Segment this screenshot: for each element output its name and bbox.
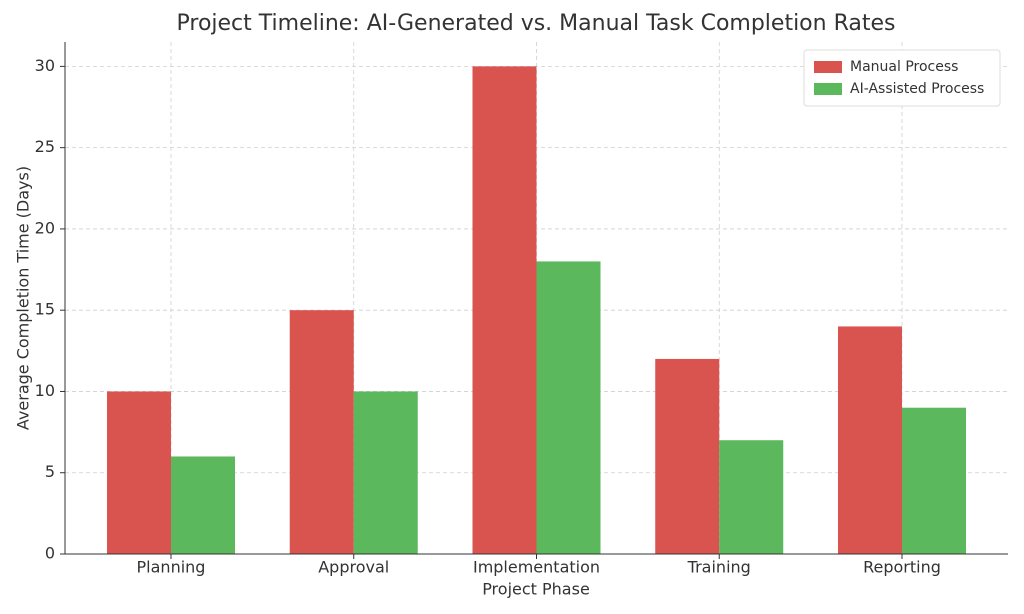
y-tick-label: 10 bbox=[35, 381, 55, 400]
chart-title: Project Timeline: AI-Generated vs. Manua… bbox=[177, 11, 896, 36]
y-tick-label: 5 bbox=[45, 462, 55, 481]
bar bbox=[837, 326, 902, 554]
y-tick-label: 25 bbox=[35, 137, 55, 156]
legend-swatch bbox=[814, 61, 842, 73]
bar bbox=[170, 456, 235, 554]
legend-box bbox=[803, 49, 1001, 107]
y-axis-label: Average Completion Time (Days) bbox=[14, 166, 33, 430]
bar bbox=[719, 440, 784, 554]
y-tick-label: 30 bbox=[35, 56, 55, 75]
bar bbox=[289, 310, 354, 554]
bar bbox=[353, 391, 418, 554]
bar bbox=[536, 261, 601, 554]
bar bbox=[472, 66, 537, 554]
legend: Manual Process AI-Assisted Process bbox=[803, 49, 1001, 107]
x-tick-label: Planning bbox=[137, 558, 206, 577]
bar bbox=[901, 407, 966, 554]
x-axis-label: Project Phase bbox=[482, 580, 590, 599]
x-tick-label: Reporting bbox=[863, 558, 941, 577]
bar bbox=[106, 391, 171, 554]
y-tick-label: 0 bbox=[45, 544, 55, 563]
legend-swatch bbox=[814, 83, 842, 95]
x-tick-label: Training bbox=[687, 558, 751, 577]
legend-label: Manual Process bbox=[850, 59, 958, 75]
x-tick-label: Implementation bbox=[473, 558, 600, 577]
y-tick-label: 20 bbox=[35, 218, 55, 237]
bar bbox=[655, 358, 720, 554]
bars bbox=[106, 66, 966, 554]
legend-label: AI-Assisted Process bbox=[850, 81, 984, 97]
y-tick-label: 15 bbox=[35, 300, 55, 319]
x-tick-label: Approval bbox=[318, 558, 389, 577]
axes: 0 5 10 15 20 25 30 Planning Approval Implementati… bbox=[35, 42, 1008, 577]
